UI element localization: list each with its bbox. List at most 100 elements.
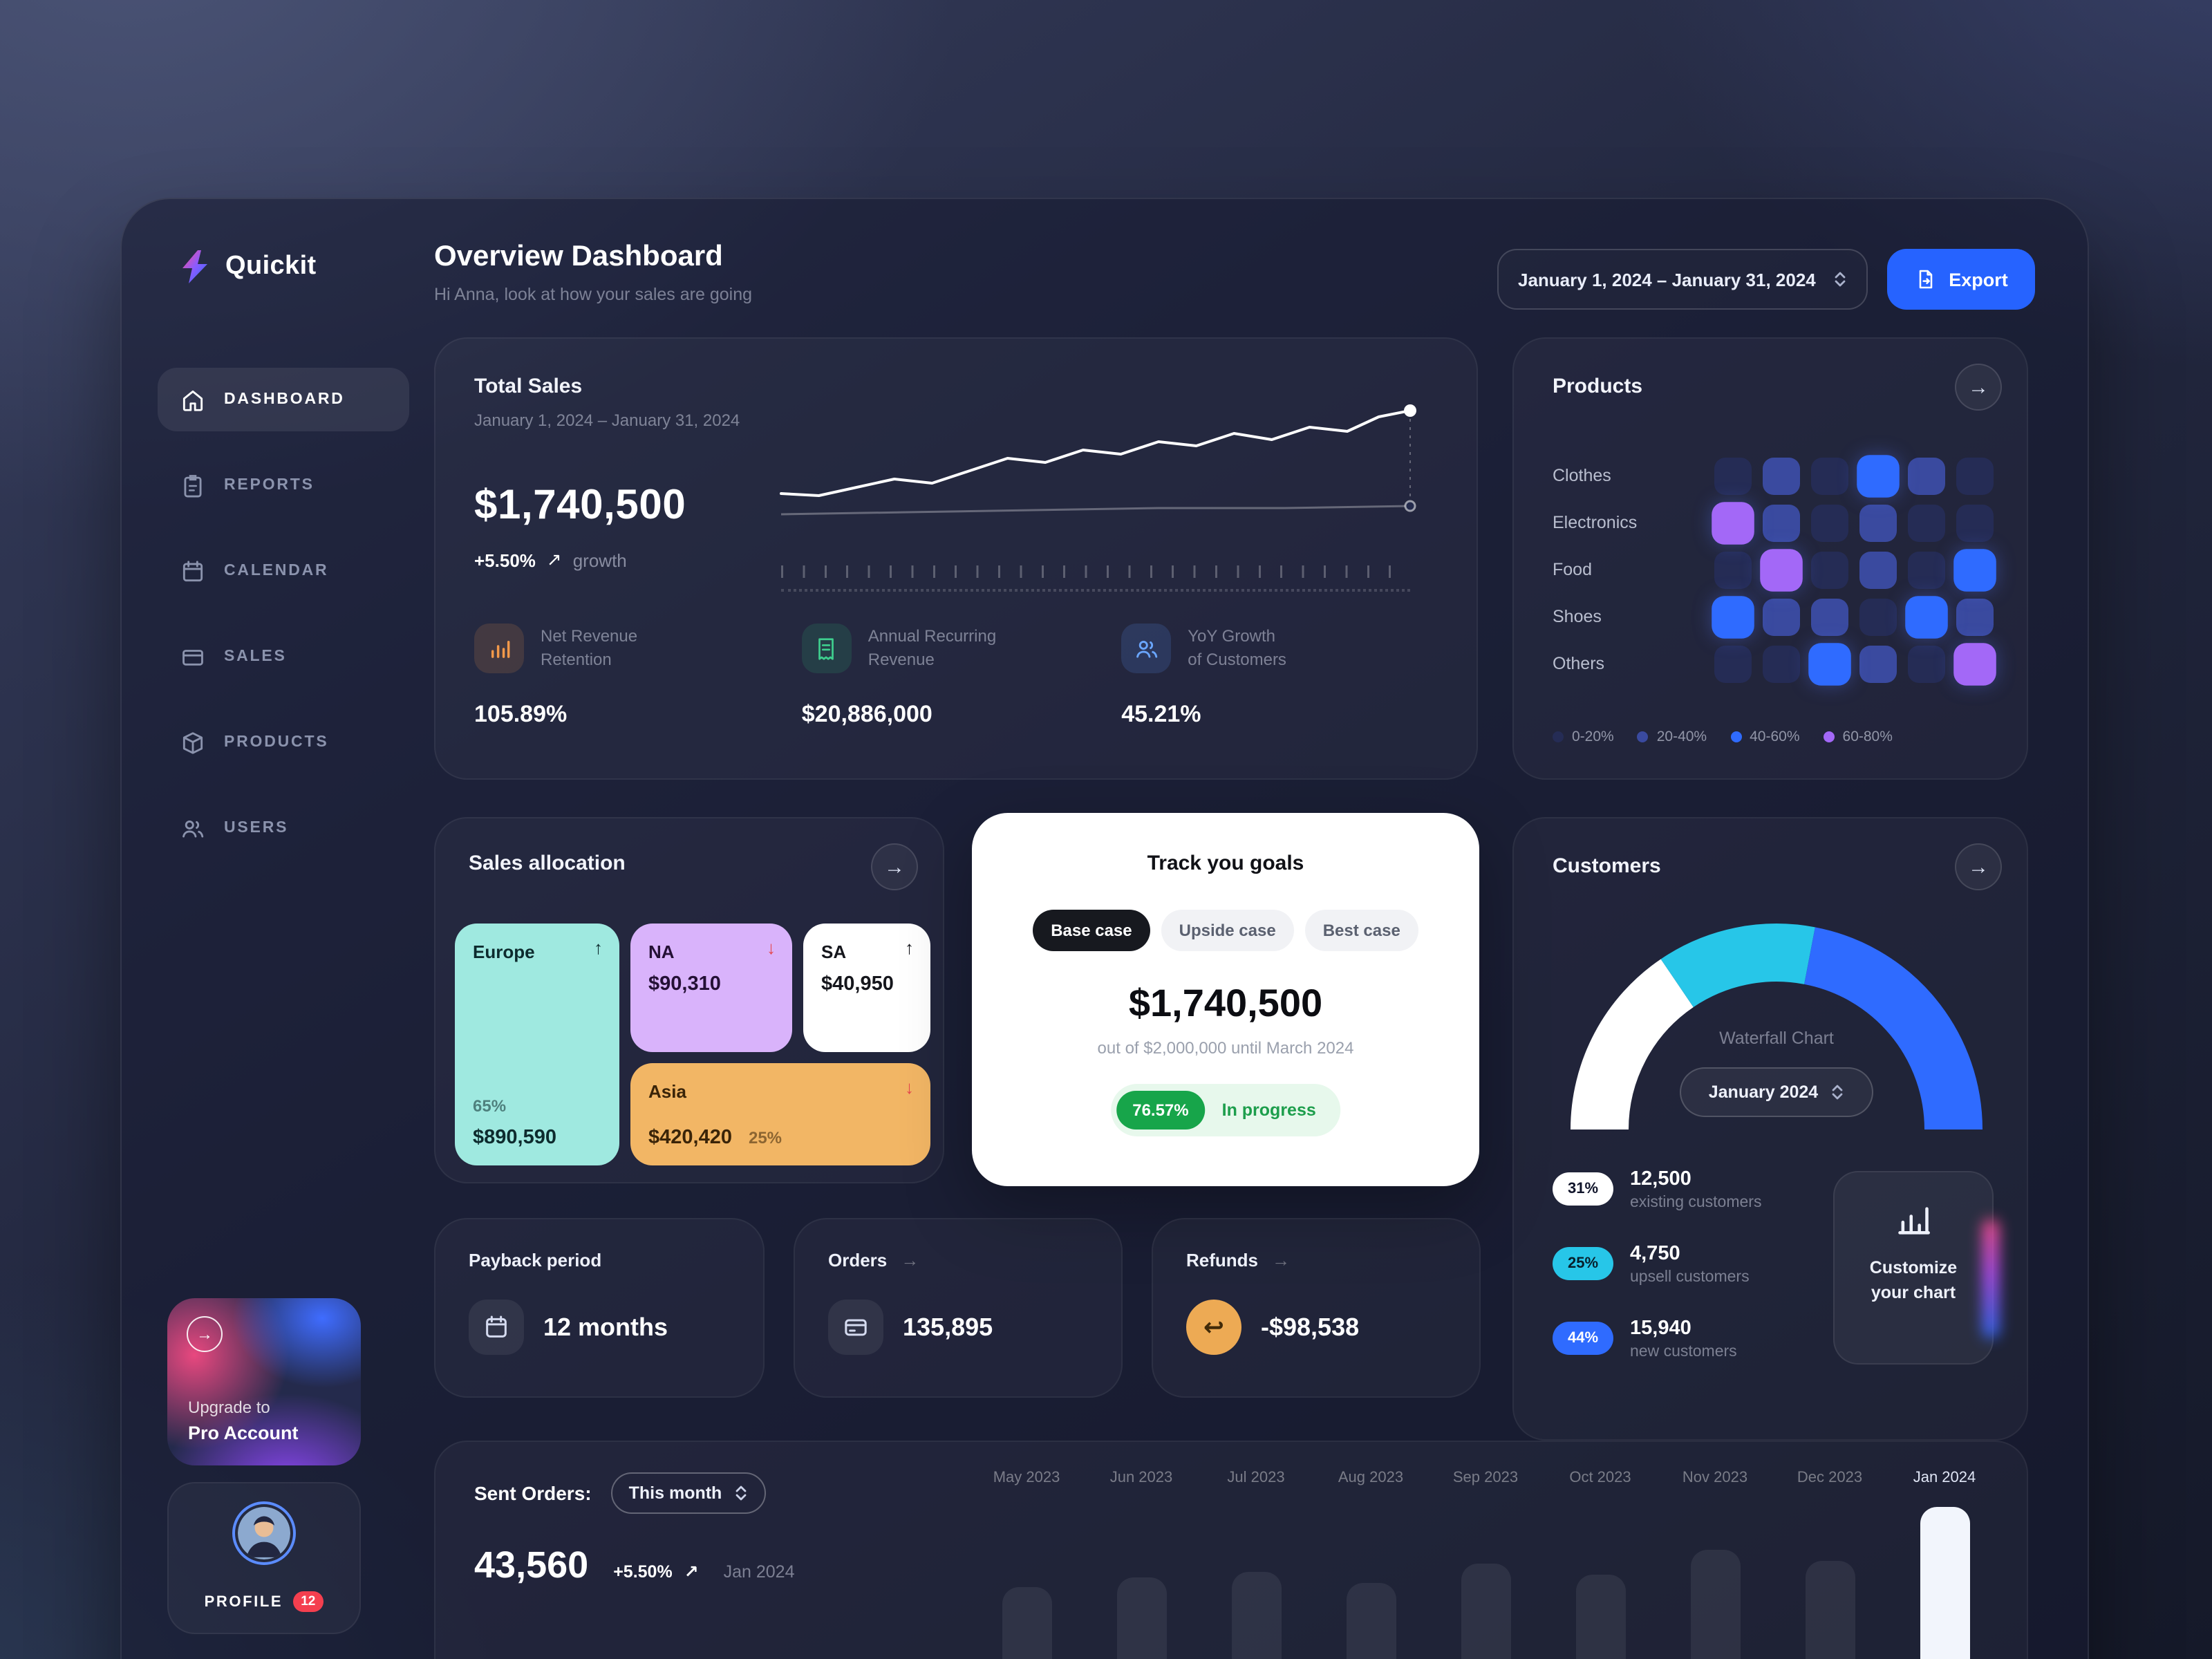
goal-progress-pill: 76.57% In progress [1110, 1084, 1341, 1136]
calendar-icon [180, 558, 206, 584]
calendar-icon [469, 1300, 524, 1355]
sidebar-item-products[interactable]: PRODUCTS [158, 711, 409, 774]
bar-month-label: Sep 2023 [1452, 1470, 1519, 1486]
sidebar-item-calendar[interactable]: CALENDAR [158, 539, 409, 603]
trend-down-icon: ↓ [905, 1077, 914, 1098]
chart-axis-ticks [781, 565, 1410, 578]
users-icon [180, 815, 206, 841]
stat-value: 12,500 [1630, 1168, 1691, 1190]
sidebar-item-label: USERS [224, 820, 289, 836]
upgrade-line2: Pro Account [188, 1423, 299, 1444]
sidebar-nav: DASHBOARD REPORTS CALENDAR SALES PRODUCTS USE… [158, 368, 409, 860]
heatmap-cell [1811, 598, 1848, 635]
products-heatmap: Clothes Electronics Food Shoes Others [1553, 452, 1996, 687]
products-icon [180, 729, 206, 756]
chart-marker-secondary [1404, 500, 1416, 512]
sidebar-item-label: SALES [224, 648, 287, 665]
bar-column: Sep 2023 [1436, 1470, 1535, 1659]
gauge-label: Waterfall Chart [1719, 1029, 1834, 1048]
heatmap-cell [1908, 457, 1945, 494]
heatmap-cell [1905, 595, 1948, 638]
heatmap-cell [1811, 551, 1848, 588]
customers-gauge-chart [1571, 924, 1983, 1130]
gauge-period-select[interactable]: January 2024 [1680, 1067, 1873, 1117]
brand-logo[interactable]: Quickit [177, 249, 317, 285]
bar-column: Oct 2023 [1551, 1470, 1649, 1659]
report-icon [180, 472, 206, 498]
allocation-block-europe[interactable]: Europe ↑ 65% $890,590 [455, 924, 619, 1165]
chart-axis-dots [781, 589, 1410, 592]
upgrade-card[interactable]: → Upgrade to Pro Account [167, 1298, 361, 1465]
trend-up-icon: ↑ [594, 937, 603, 958]
block-percent: 25% [748, 1128, 782, 1147]
customers-expand-button[interactable]: → [1955, 843, 2002, 890]
heatmap-row: Shoes [1553, 593, 1994, 640]
sidebar-item-sales[interactable]: SALES [158, 625, 409, 688]
product-row-label: Shoes [1553, 607, 1602, 626]
customer-stats-list: 31% 12,500 existing customers 25% 4,750 upsel… [1553, 1159, 1824, 1382]
legend-item: 60-80% [1823, 729, 1893, 745]
goal-tab-best-case[interactable]: Best case [1304, 910, 1418, 951]
payback-title: Payback period [469, 1250, 602, 1271]
bar-column: Jun 2023 [1092, 1470, 1190, 1659]
metric-value: $20,886,000 [801, 701, 932, 727]
metric-value: 45.21% [1121, 701, 1201, 727]
date-range-value: January 1, 2024 – January 31, 2024 [1518, 269, 1816, 290]
allocation-block-asia[interactable]: Asia ↓ $420,420 25% [630, 1063, 930, 1165]
heatmap-cell [1956, 504, 1994, 541]
bar-month-label: Nov 2023 [1682, 1470, 1748, 1486]
metric-yoy-growth-of-customers: YoY Growth of Customers 45.21% [1121, 624, 1449, 729]
sidebar-item-dashboard[interactable]: DASHBOARD [158, 368, 409, 431]
heatmap-cell [1908, 504, 1945, 541]
app-window: Quickit DASHBOARD REPORTS CALENDAR SALES PRO… [120, 198, 2089, 1659]
total-sales-growth: +5.50% [474, 550, 536, 570]
profile-card[interactable]: PROFILE 12 [167, 1482, 361, 1634]
chevron-updown-icon [1835, 272, 1846, 287]
brand-name: Quickit [225, 252, 317, 281]
payback-period-card: Payback period 12 months [434, 1218, 765, 1398]
goals-value: $1,740,500 [1128, 982, 1323, 1024]
goal-tab-base-case[interactable]: Base case [1033, 910, 1150, 951]
people-icon [1121, 624, 1172, 673]
refunds-value: -$98,538 [1261, 1313, 1360, 1340]
metric-label: YoY Growth of Customers [1188, 626, 1286, 669]
heatmap-cell [1714, 551, 1752, 588]
refunds-card: Refunds → ↩ -$98,538 [1152, 1218, 1481, 1398]
refunds-arrow-icon[interactable]: → [1272, 1250, 1290, 1271]
bar-month-label: Aug 2023 [1338, 1470, 1404, 1486]
allocation-block-na[interactable]: NA ↓ $90,310 [630, 924, 792, 1052]
refunds-title: Refunds [1186, 1250, 1258, 1271]
allocation-block-sa[interactable]: SA ↑ $40,950 [803, 924, 930, 1052]
products-expand-button[interactable]: → [1955, 364, 2002, 411]
bar-chart-icon [1895, 1203, 1931, 1239]
sent-orders-period: Jan 2024 [723, 1562, 795, 1582]
bar [1575, 1575, 1625, 1659]
track-goals-card: Track you goals Base case Upside case Best… [972, 813, 1479, 1186]
goal-tab-upside-case[interactable]: Upside case [1161, 910, 1294, 951]
sidebar-item-reports[interactable]: REPORTS [158, 453, 409, 517]
block-name: NA [648, 941, 675, 962]
export-button[interactable]: Export [1887, 249, 2035, 310]
date-range-select[interactable]: January 1, 2024 – January 31, 2024 [1497, 249, 1868, 310]
sent-orders-label: Sent Orders: [474, 1482, 592, 1504]
gauge-period-value: January 2024 [1708, 1082, 1819, 1102]
heatmap-row: Clothes [1553, 452, 1994, 499]
heatmap-cell [1953, 642, 1996, 685]
total-sales-line-chart [780, 404, 1416, 516]
heatmap-cell [1763, 504, 1800, 541]
bar [1231, 1572, 1281, 1659]
customize-chart-card[interactable]: Customize your chart [1833, 1171, 1994, 1365]
home-icon [180, 386, 206, 413]
sales-allocation-expand-button[interactable]: → [871, 843, 918, 890]
block-value: $420,420 [648, 1127, 732, 1149]
sidebar-item-users[interactable]: USERS [158, 796, 409, 860]
progress-percent-badge: 76.57% [1116, 1091, 1206, 1130]
sent-orders-filter-select[interactable]: This month [610, 1472, 767, 1514]
chevron-updown-icon [1832, 1085, 1843, 1100]
bar [1461, 1564, 1510, 1659]
bar-month-label: Jul 2023 [1227, 1470, 1285, 1486]
orders-arrow-icon[interactable]: → [901, 1250, 919, 1271]
chart-marker [1404, 404, 1416, 417]
customer-stat: 25% 4,750 upsell customers [1553, 1233, 1824, 1294]
bar-month-label: Jun 2023 [1109, 1470, 1173, 1486]
